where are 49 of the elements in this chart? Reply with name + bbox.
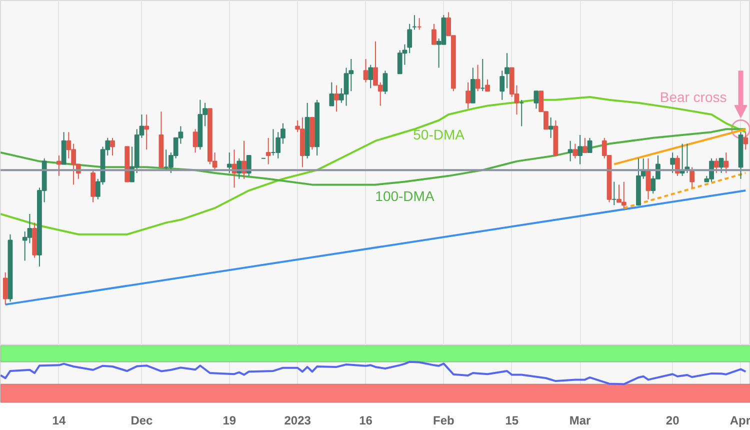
candlestick [90, 170, 96, 203]
x-tick-label: Apr [730, 414, 750, 428]
candlestick [714, 158, 719, 174]
candlestick [226, 152, 232, 174]
x-tick-label: 14 [52, 414, 66, 428]
x-tick-label: 2023 [284, 414, 312, 428]
annotation: Bear cross [660, 89, 727, 106]
candlestick [329, 82, 334, 106]
series-label: 100-DMA [375, 188, 435, 204]
candlestick [485, 78, 490, 92]
candlestick [572, 143, 578, 159]
candlestick [61, 132, 66, 165]
candlestick [568, 140, 573, 162]
x-tick-label: 15 [505, 414, 519, 428]
x-tick-label: 16 [359, 414, 373, 428]
candlestick [246, 154, 252, 176]
candlestick [368, 64, 374, 89]
candlestick [582, 137, 588, 154]
candlestick [192, 128, 198, 154]
candlestick [466, 82, 470, 110]
candlestick [718, 158, 724, 174]
candlestick [2, 272, 8, 306]
candlestick [743, 132, 748, 150]
candlestick [266, 137, 271, 165]
candlestick [690, 166, 695, 188]
candlestick [578, 134, 582, 165]
candlestick [56, 154, 62, 176]
x-tick-label: Feb [433, 414, 454, 428]
x-tick-label: Mar [569, 414, 592, 428]
candlestick [475, 64, 480, 92]
candlestick [431, 23, 436, 45]
candlestick [724, 152, 729, 174]
candlestick [363, 58, 368, 83]
x-tick-label: Dec [130, 414, 154, 428]
candlestick [407, 23, 412, 54]
candlestick [587, 137, 592, 154]
candlestick [548, 116, 554, 138]
candlestick [504, 52, 510, 89]
candlestick [110, 137, 115, 156]
candlestick [470, 67, 476, 104]
candlestick [144, 114, 150, 150]
candlestick [382, 70, 388, 95]
candlestick [670, 152, 676, 174]
candlestick [534, 90, 539, 110]
series-label: 50-DMA [413, 126, 466, 142]
candlestick [334, 84, 339, 112]
candlestick [500, 70, 505, 100]
x-tick-label: 20 [666, 414, 680, 428]
x-tick-label: 19 [222, 414, 236, 428]
